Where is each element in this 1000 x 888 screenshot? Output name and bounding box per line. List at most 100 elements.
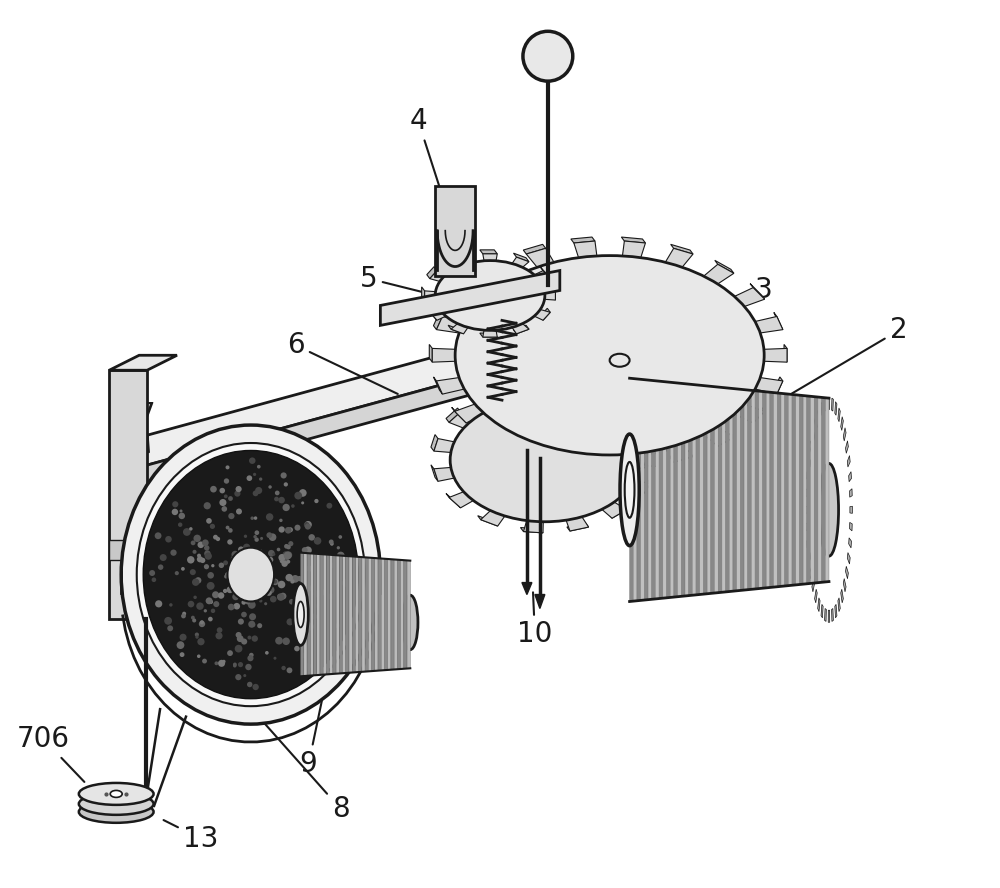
- Ellipse shape: [819, 464, 839, 556]
- Circle shape: [240, 568, 248, 575]
- Polygon shape: [838, 598, 840, 612]
- Ellipse shape: [450, 398, 640, 522]
- Polygon shape: [429, 345, 432, 362]
- Circle shape: [264, 580, 271, 586]
- Circle shape: [249, 614, 256, 620]
- Ellipse shape: [227, 548, 274, 601]
- Polygon shape: [449, 492, 473, 508]
- Polygon shape: [849, 538, 851, 548]
- Polygon shape: [434, 467, 454, 481]
- Circle shape: [245, 588, 250, 592]
- Polygon shape: [552, 287, 555, 300]
- Polygon shape: [333, 555, 336, 674]
- Circle shape: [152, 577, 156, 583]
- Circle shape: [279, 558, 282, 561]
- Circle shape: [256, 591, 260, 596]
- Circle shape: [241, 638, 247, 645]
- Polygon shape: [452, 283, 466, 299]
- Circle shape: [228, 513, 235, 519]
- Circle shape: [223, 560, 228, 566]
- Circle shape: [320, 590, 326, 595]
- Polygon shape: [665, 249, 693, 267]
- Circle shape: [337, 546, 340, 550]
- Circle shape: [206, 518, 212, 524]
- Polygon shape: [433, 377, 442, 394]
- Circle shape: [246, 565, 254, 572]
- Circle shape: [258, 550, 263, 554]
- Circle shape: [304, 566, 309, 571]
- Polygon shape: [407, 560, 410, 669]
- Polygon shape: [436, 377, 464, 394]
- Circle shape: [238, 662, 243, 667]
- Ellipse shape: [110, 790, 122, 797]
- Polygon shape: [806, 472, 809, 482]
- Polygon shape: [368, 558, 372, 671]
- Polygon shape: [774, 313, 783, 329]
- Text: 6: 6: [287, 331, 398, 394]
- Polygon shape: [755, 316, 783, 333]
- Polygon shape: [401, 560, 404, 669]
- Circle shape: [170, 550, 177, 556]
- Circle shape: [248, 571, 252, 575]
- Circle shape: [158, 565, 163, 570]
- Polygon shape: [755, 391, 759, 589]
- Ellipse shape: [79, 801, 154, 823]
- Circle shape: [195, 636, 199, 638]
- Polygon shape: [818, 397, 822, 583]
- Polygon shape: [685, 384, 689, 596]
- Polygon shape: [818, 598, 820, 612]
- Circle shape: [200, 558, 205, 563]
- Circle shape: [211, 608, 215, 613]
- Ellipse shape: [625, 462, 634, 518]
- Circle shape: [164, 617, 172, 625]
- Text: 4: 4: [409, 107, 446, 208]
- Polygon shape: [729, 388, 733, 591]
- Circle shape: [237, 577, 245, 585]
- Polygon shape: [435, 186, 475, 275]
- Circle shape: [335, 623, 339, 628]
- Text: 706: 706: [17, 725, 84, 782]
- Circle shape: [250, 517, 254, 520]
- Circle shape: [179, 512, 185, 519]
- Polygon shape: [451, 258, 468, 267]
- Circle shape: [252, 566, 257, 570]
- Polygon shape: [835, 401, 837, 416]
- Circle shape: [181, 567, 185, 571]
- Circle shape: [304, 521, 312, 528]
- Circle shape: [193, 596, 197, 599]
- Polygon shape: [427, 266, 437, 279]
- Circle shape: [304, 591, 310, 597]
- Circle shape: [340, 555, 345, 559]
- Circle shape: [259, 592, 263, 596]
- Circle shape: [175, 571, 179, 575]
- Circle shape: [305, 663, 311, 669]
- Circle shape: [253, 490, 258, 496]
- Polygon shape: [446, 494, 461, 508]
- Circle shape: [269, 534, 276, 541]
- Polygon shape: [633, 378, 637, 601]
- Polygon shape: [748, 390, 751, 590]
- Circle shape: [291, 504, 295, 508]
- Polygon shape: [434, 439, 454, 453]
- Circle shape: [225, 572, 231, 578]
- Polygon shape: [700, 385, 703, 594]
- Circle shape: [305, 524, 311, 529]
- Circle shape: [304, 584, 311, 592]
- Circle shape: [252, 564, 255, 567]
- Polygon shape: [659, 381, 663, 599]
- Polygon shape: [803, 395, 807, 584]
- Polygon shape: [574, 453, 597, 470]
- Polygon shape: [480, 250, 497, 254]
- Circle shape: [294, 646, 300, 651]
- Polygon shape: [628, 480, 651, 496]
- Circle shape: [291, 575, 299, 583]
- Polygon shape: [849, 472, 851, 482]
- Polygon shape: [689, 385, 692, 596]
- Circle shape: [252, 636, 258, 642]
- Circle shape: [181, 614, 186, 618]
- Circle shape: [204, 609, 207, 613]
- Polygon shape: [812, 579, 815, 591]
- Circle shape: [222, 660, 226, 663]
- Polygon shape: [380, 271, 560, 325]
- Polygon shape: [821, 401, 823, 416]
